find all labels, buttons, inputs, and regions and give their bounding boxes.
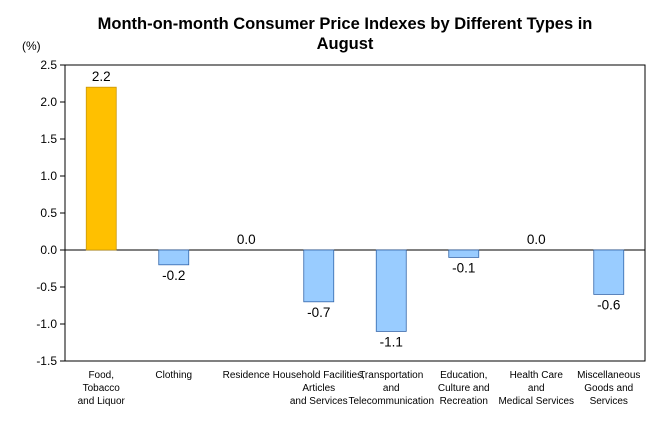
y-tick-label: 2.5 [40, 58, 57, 72]
bar [448, 249, 480, 258]
x-category-label: Household Facilities, [273, 370, 365, 381]
x-category-label: Medical Services [498, 396, 574, 407]
bar [158, 249, 190, 266]
x-category-label: Recreation [440, 396, 488, 407]
bar-value-label: -0.6 [597, 297, 620, 312]
x-category-label: and Liquor [78, 396, 126, 407]
x-category-label: Articles [302, 383, 335, 394]
x-category-label: Health Care [510, 370, 564, 381]
x-category-label: and [528, 383, 545, 394]
bar-value-label: -0.1 [452, 260, 475, 275]
x-category-label: and [383, 383, 400, 394]
y-tick-label: -0.5 [36, 280, 57, 294]
chart-title-line-1: Month-on-month Consumer Price Indexes by… [98, 15, 593, 33]
plot-area [64, 64, 646, 362]
x-category-label: Tobacco [83, 383, 121, 394]
bar [303, 249, 335, 303]
x-category-label: Education, [440, 370, 487, 381]
bar-value-label: 2.2 [92, 69, 111, 84]
y-axis: 2.5 2.0 1.5 1.0 0.5 0.0 -0.5 -1.0 -1.5 [36, 58, 65, 368]
bar [593, 249, 625, 295]
bar-series [85, 86, 625, 332]
y-axis-unit-label: (%) [22, 39, 41, 53]
y-tick-label: -1.5 [36, 354, 57, 368]
x-category-label: Services [590, 396, 628, 407]
y-tick-label: 1.5 [40, 132, 57, 146]
x-category-label: Telecommunication [348, 396, 434, 407]
bar-value-label: -0.2 [162, 268, 185, 283]
bar-value-label: -1.1 [380, 334, 403, 349]
bar-value-label: 0.0 [237, 232, 256, 247]
x-category-label: Food, [88, 370, 114, 381]
x-category-label: Transportation [359, 370, 423, 381]
x-category-label: Miscellaneous [577, 370, 640, 381]
x-category-label: Goods and [584, 383, 633, 394]
x-category-label: Clothing [155, 370, 192, 381]
chart-title: Month-on-month Consumer Price Indexes by… [98, 15, 593, 53]
y-tick-label: 0.0 [40, 243, 57, 257]
bar-value-label: -0.7 [307, 305, 330, 320]
y-tick-label: 0.5 [40, 206, 57, 220]
data-labels: 2.2 -0.2 0.0 -0.7 -1.1 -0.1 0.0 -0.6 [92, 69, 621, 349]
bar [85, 86, 117, 251]
y-tick-label: 2.0 [40, 95, 57, 109]
bar [375, 249, 407, 332]
x-category-label: Residence [223, 370, 271, 381]
x-category-label: and Services [290, 396, 348, 407]
bar-value-label: 0.0 [527, 232, 546, 247]
x-category-label: Culture and [438, 383, 490, 394]
y-tick-label: 1.0 [40, 169, 57, 183]
chart-title-line-2: August [317, 35, 374, 53]
y-tick-label: -1.0 [36, 317, 57, 331]
